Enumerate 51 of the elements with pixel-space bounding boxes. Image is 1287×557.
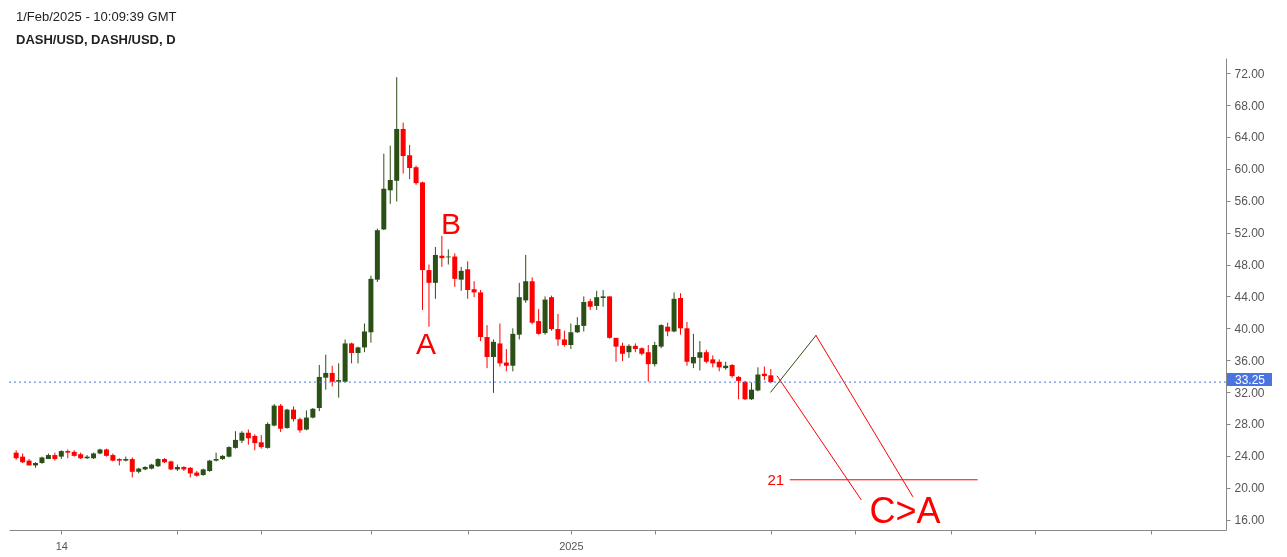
candlestick [497,323,503,368]
candlestick [278,403,284,433]
candlestick [736,375,742,400]
candlestick [490,338,496,394]
y-tick-label: 24.00 [1234,449,1265,464]
y-tick-label: 40.00 [1234,321,1265,336]
y-tick-label: 56.00 [1234,194,1265,209]
y-tick-label: 72.00 [1234,66,1265,81]
chart-title: DASH/USD, DASH/USD, D [16,32,176,47]
candlestick [626,343,632,359]
series-label: 21 [767,470,785,488]
candlestick [52,452,58,462]
candlestick [355,346,361,364]
y-tick-label: 32.00 [1234,385,1265,400]
candlestick [555,313,561,347]
y-tick-label: 60.00 [1234,162,1265,177]
candlestick [336,362,342,399]
candlestick [568,323,574,350]
ref-line-label: 33.25 [1234,372,1266,387]
y-tick-label: 16.00 [1234,513,1265,528]
x-tick-label: 14 [55,539,68,552]
y-tick-label: 48.00 [1234,258,1265,272]
candlestick [465,260,471,300]
annotation: A [415,327,437,360]
candlestick [213,452,219,462]
annotation: C>A [869,490,941,531]
y-tick-label: 52.00 [1234,226,1265,241]
annotation: B [440,207,462,240]
candlestick [426,264,432,328]
candlestick [600,289,606,308]
y-tick-label: 64.00 [1234,130,1265,145]
y-tick-label: 44.00 [1234,289,1265,304]
candlestick [645,344,651,383]
candlestick [284,408,290,430]
y-tick-label: 20.00 [1234,481,1265,496]
y-tick-label: 68.00 [1234,98,1265,113]
candlestick [658,323,664,349]
y-tick-label: 36.00 [1234,353,1265,368]
candlestick [329,365,335,387]
candlestick [503,348,509,372]
text: 1/Feb/2025 - 10:09:39 GMT [16,9,177,24]
candlestick [452,252,458,288]
x-tick-label: 2025 [559,539,584,552]
y-tick-label: 28.00 [1234,417,1265,432]
candlestick [484,324,490,369]
candlestick [265,421,271,450]
candlestick [652,341,658,368]
candlestick [129,456,135,478]
candlestick [471,280,477,298]
candlestick [458,266,464,292]
candlestick [594,290,600,311]
